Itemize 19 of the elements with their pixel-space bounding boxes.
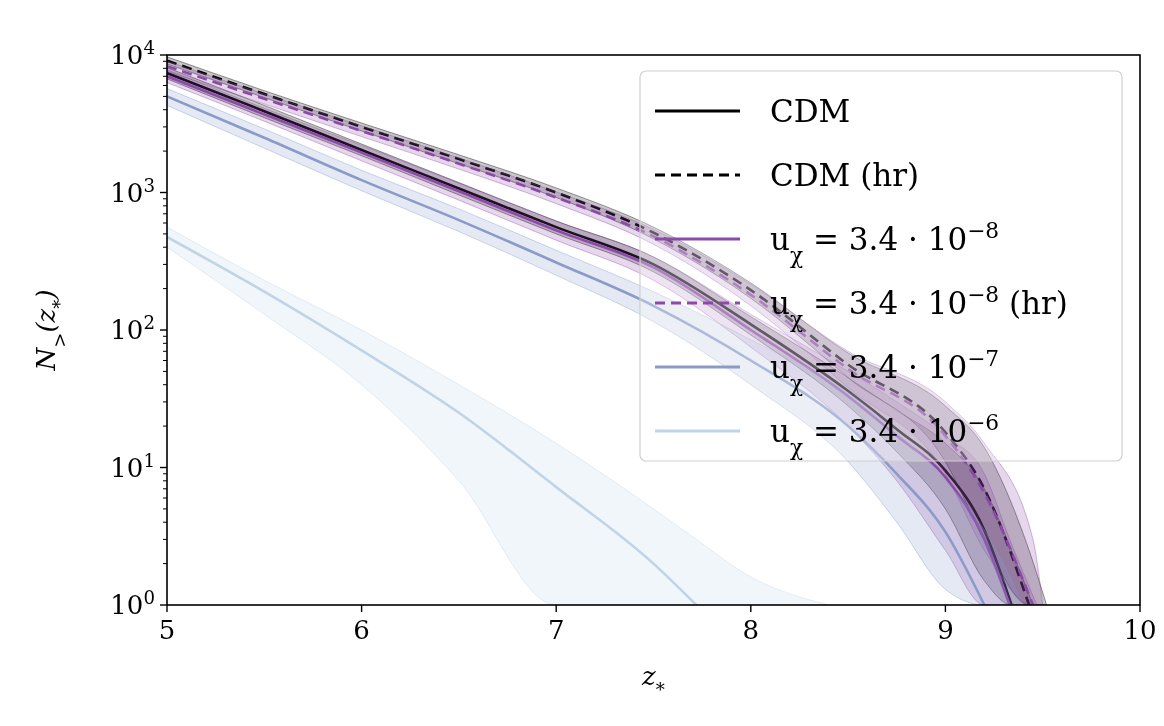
y-tick-label: 10$^{3}$	[110, 174, 155, 208]
y-tick-label: 10$^{2}$	[110, 311, 155, 345]
legend-label: CDM	[770, 93, 851, 129]
legend-label: CDM (hr)	[770, 157, 920, 193]
line-series	[167, 235, 698, 605]
x-tick-label: 5	[158, 615, 176, 645]
legend-label: u$_{χ}$ = 3.4 · 10$^{−7}$	[770, 345, 1000, 396]
x-tick-label: 6	[353, 615, 370, 645]
y-tick-label: 10$^{4}$	[110, 36, 155, 70]
x-tick-label: 7	[547, 615, 565, 645]
x-axis-title: z$_{*}$	[641, 661, 665, 700]
x-tick-label: 10	[1123, 615, 1157, 645]
legend-label: u$_{χ}$ = 3.4 · 10$^{−6}$	[770, 409, 1000, 460]
y-tick-label: 10$^{1}$	[110, 449, 155, 483]
x-tick-label: 9	[937, 615, 954, 645]
legend-label: u$_{χ}$ = 3.4 · 10$^{−8}$ (hr)	[770, 281, 1068, 332]
x-tick-label: 8	[742, 615, 760, 645]
y-tick-label: 10$^{0}$	[110, 586, 155, 620]
legend-label: u$_{χ}$ = 3.4 · 10$^{−8}$	[770, 217, 1000, 268]
